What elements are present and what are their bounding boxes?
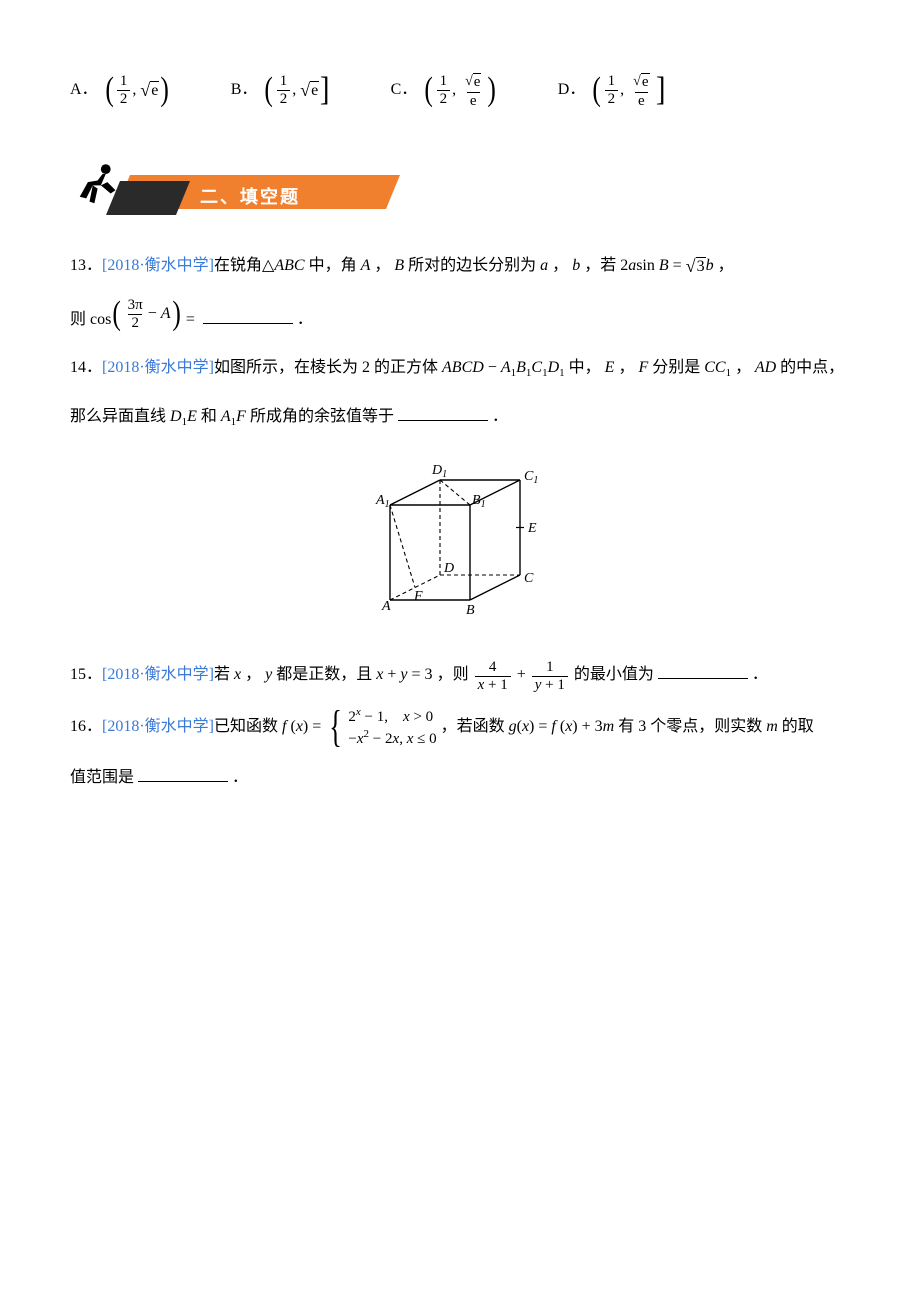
svg-text:D1: D1 — [431, 463, 447, 480]
svg-text:C1: C1 — [524, 469, 538, 486]
svg-text:B1: B1 — [472, 493, 486, 510]
svg-text:A: A — [381, 599, 391, 614]
option-C-label: C． — [391, 74, 418, 106]
section-header-label: 二、填空题 — [200, 179, 300, 215]
q14-number: 14． — [70, 359, 102, 376]
question-14: 14．[2018·衡水中学]如图所示，在棱长为 2 的正方体 ABCD − A1… — [70, 349, 850, 387]
svg-text:E: E — [527, 521, 537, 536]
option-A: A． ( 12 , √e ) — [70, 73, 171, 107]
question-13: 13．[2018·衡水中学]在锐角△ABC 中，角 A ， B 所对的边长分别为… — [70, 247, 850, 285]
option-B: B． ( 12 , √e ] — [231, 73, 331, 107]
runner-icon — [70, 161, 122, 213]
option-C: C． ( 12 , √e e ) — [391, 72, 498, 109]
question-13-line2: 则 cos ( 3π2 − A ) = ． — [70, 295, 850, 340]
svg-text:A1: A1 — [375, 493, 390, 510]
svg-text:F: F — [413, 589, 423, 604]
cube-diagram: A B C D A1 B1 C1 D1 E F — [360, 450, 560, 620]
svg-text:D: D — [443, 561, 454, 576]
q12-options-row: A． ( 12 , √e ) B． ( 12 , √e ] C． ( — [70, 72, 850, 109]
q15-blank — [658, 662, 748, 679]
option-B-expr: ( 12 , √e ] — [263, 73, 330, 107]
option-A-label: A． — [70, 74, 98, 106]
q14-blank — [398, 404, 488, 421]
question-15: 15．[2018·衡水中学]若 x ， y 都是正数，且 x + y = 3 ，… — [70, 656, 850, 694]
question-16-line2: 值范围是． — [70, 759, 850, 797]
q13-number: 13． — [70, 257, 102, 274]
q15-source: [2018·衡水中学] — [102, 666, 214, 683]
q13-blank — [203, 307, 293, 324]
q14-figure: A B C D A1 B1 C1 D1 E F — [70, 450, 850, 632]
svg-text:C: C — [524, 571, 534, 586]
option-D-label: D． — [558, 74, 586, 106]
option-A-expr: ( 12 , √e ) — [104, 73, 171, 107]
option-D-expr: ( 12 , √e e ] — [591, 72, 666, 109]
q16-number: 16． — [70, 718, 102, 735]
option-C-expr: ( 12 , √e e ) — [423, 72, 498, 109]
section-header-fill: 二、填空题 — [70, 169, 390, 217]
exam-page: A． ( 12 , √e ) B． ( 12 , √e ] C． ( — [0, 0, 920, 848]
option-D: D． ( 12 , √e e ] — [558, 72, 666, 109]
question-14-line2: 那么异面直线 D1E 和 A1F 所成角的余弦值等于． — [70, 398, 850, 436]
q15-number: 15． — [70, 666, 102, 683]
q13-source: [2018·衡水中学] — [102, 257, 214, 274]
option-B-label: B． — [231, 74, 258, 106]
q14-source: [2018·衡水中学] — [102, 359, 214, 376]
svg-text:B: B — [466, 603, 475, 618]
q16-piecewise: { 2x − 1, x > 0 −x2 − 2x, x ≤ 0 — [325, 705, 436, 750]
q16-blank — [138, 765, 228, 782]
question-16: 16．[2018·衡水中学]已知函数 f (x) = { 2x − 1, x >… — [70, 705, 850, 750]
q16-source: [2018·衡水中学] — [102, 718, 214, 735]
